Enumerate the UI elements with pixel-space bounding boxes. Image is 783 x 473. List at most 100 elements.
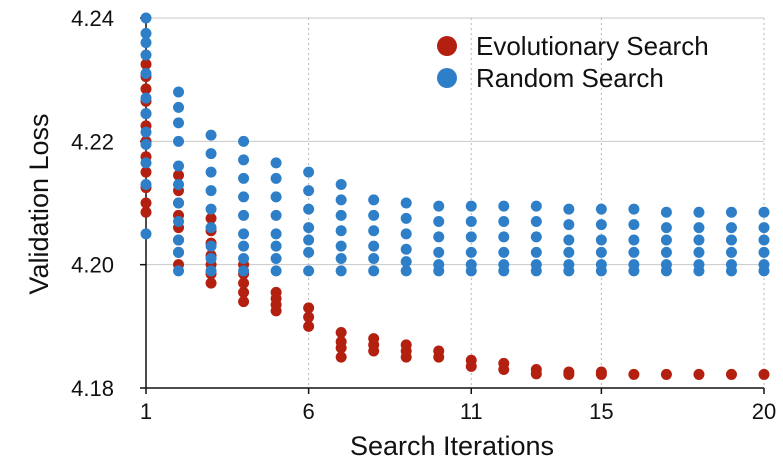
series-random-search	[140, 12, 770, 277]
data-point	[595, 246, 607, 258]
data-point	[140, 37, 152, 49]
data-point	[238, 265, 250, 277]
data-point	[140, 228, 152, 240]
data-point	[238, 209, 250, 221]
data-point	[238, 240, 250, 252]
data-point	[335, 209, 347, 221]
data-point	[303, 203, 315, 215]
x-axis-title: Search Iterations	[350, 431, 554, 461]
data-point	[433, 231, 445, 243]
x-tick-label: 11	[460, 399, 483, 424]
data-point	[660, 265, 672, 277]
data-point	[725, 206, 737, 218]
data-point	[400, 265, 412, 277]
legend-marker-evolutionary-search	[437, 36, 457, 56]
data-point	[173, 234, 185, 246]
data-point	[465, 246, 477, 258]
data-point	[173, 265, 185, 277]
data-point	[335, 225, 347, 237]
data-point	[368, 265, 380, 277]
data-point	[530, 200, 542, 212]
data-point	[140, 166, 152, 178]
data-point	[433, 216, 445, 227]
data-point	[173, 160, 185, 172]
data-point	[400, 212, 412, 224]
data-point	[205, 166, 217, 178]
data-point	[173, 101, 185, 113]
data-point	[725, 234, 737, 246]
data-point	[660, 222, 672, 234]
data-point	[140, 179, 152, 190]
data-point	[433, 351, 445, 363]
data-point	[465, 216, 477, 227]
data-point	[303, 166, 315, 178]
data-point	[758, 265, 770, 277]
data-point	[433, 200, 445, 212]
data-point	[465, 360, 477, 372]
data-point	[758, 206, 770, 218]
data-point	[303, 185, 315, 197]
data-point	[270, 240, 282, 252]
data-point	[628, 265, 640, 277]
data-point	[335, 342, 347, 354]
data-point	[693, 222, 705, 234]
data-point	[140, 68, 152, 79]
x-tick-label: 15	[589, 399, 613, 424]
data-point	[335, 327, 347, 338]
data-point	[465, 200, 477, 212]
data-point	[400, 243, 412, 255]
data-point	[238, 253, 250, 264]
data-point	[303, 311, 315, 323]
data-point	[368, 225, 380, 237]
data-point	[595, 265, 607, 277]
data-point	[595, 203, 607, 215]
data-point	[498, 200, 510, 212]
data-point	[368, 345, 380, 357]
data-point	[205, 203, 217, 215]
data-point	[725, 265, 737, 277]
y-tick-label: 4.18	[71, 376, 114, 401]
data-point	[238, 277, 250, 289]
x-tick-label: 1	[140, 399, 152, 424]
data-point	[140, 92, 152, 104]
data-point	[303, 234, 315, 246]
data-point	[335, 253, 347, 264]
data-point	[205, 129, 217, 141]
data-point	[205, 212, 217, 224]
data-point	[140, 83, 152, 95]
data-point	[368, 194, 380, 206]
data-point	[465, 265, 477, 277]
data-point	[335, 179, 347, 190]
data-point	[660, 234, 672, 246]
data-point	[660, 206, 672, 218]
data-point	[173, 216, 185, 227]
data-point	[400, 256, 412, 268]
data-point	[140, 126, 152, 138]
data-point	[400, 197, 412, 209]
data-point	[173, 179, 185, 190]
data-point	[238, 286, 250, 298]
data-point	[238, 296, 250, 308]
data-point	[270, 305, 282, 317]
data-point	[303, 302, 315, 314]
data-point	[335, 265, 347, 277]
data-point	[173, 135, 185, 147]
data-point	[595, 234, 607, 246]
y-tick-label: 4.22	[71, 129, 114, 154]
data-point	[270, 228, 282, 240]
data-point	[530, 246, 542, 258]
data-point	[498, 231, 510, 243]
data-point	[628, 203, 640, 215]
data-point	[530, 368, 542, 380]
data-point	[563, 368, 575, 380]
data-point	[498, 265, 510, 277]
data-point	[530, 231, 542, 243]
data-point	[628, 246, 640, 258]
data-point	[140, 49, 152, 61]
data-point	[270, 172, 282, 184]
data-point	[205, 222, 217, 234]
series-evolutionary-search	[140, 58, 770, 380]
data-point	[205, 265, 217, 277]
data-point	[660, 246, 672, 258]
data-point	[465, 231, 477, 243]
